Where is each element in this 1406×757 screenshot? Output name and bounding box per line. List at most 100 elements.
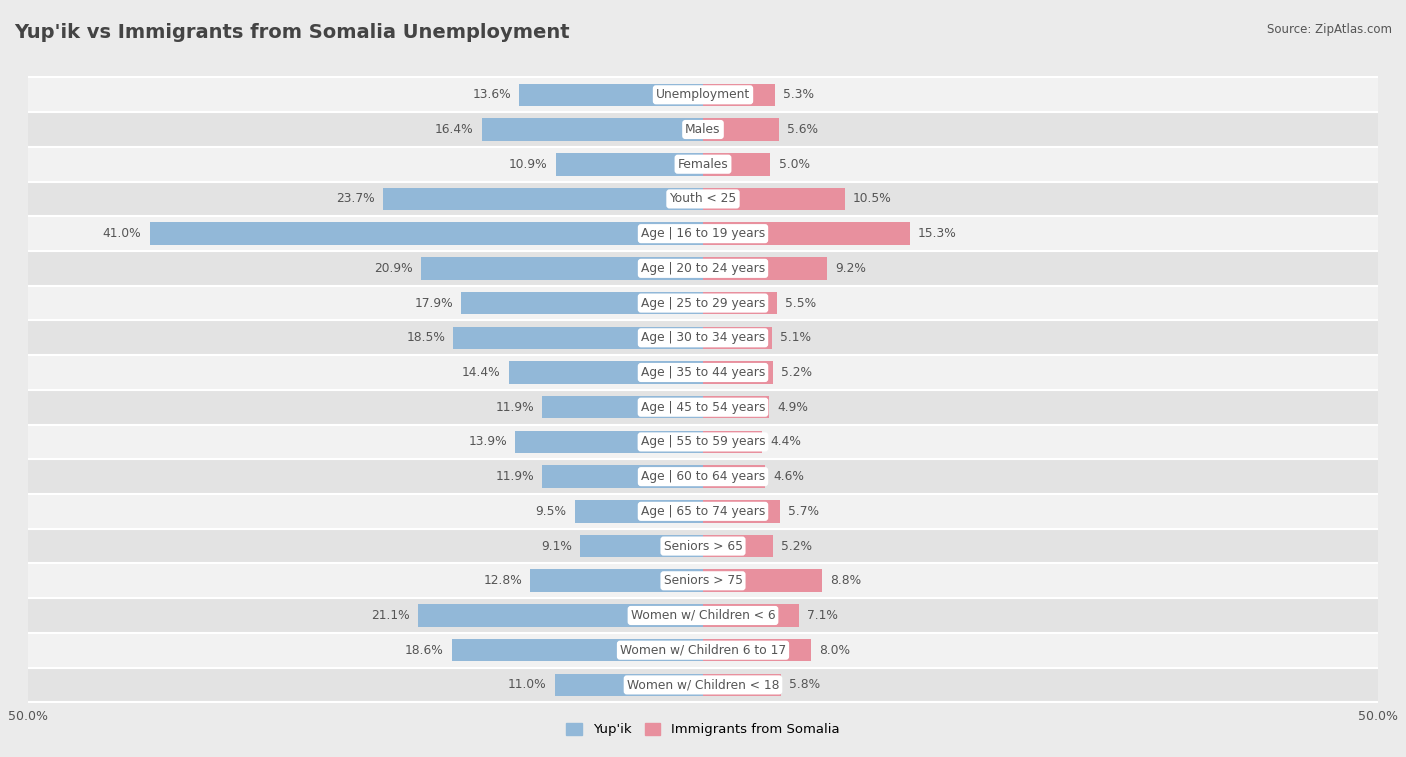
Bar <box>555 153 703 176</box>
Text: 10.5%: 10.5% <box>853 192 891 205</box>
Bar <box>28 77 1378 112</box>
Text: 13.6%: 13.6% <box>472 89 512 101</box>
Text: Age | 16 to 19 years: Age | 16 to 19 years <box>641 227 765 240</box>
Text: 10.9%: 10.9% <box>509 157 548 171</box>
Text: Age | 25 to 29 years: Age | 25 to 29 years <box>641 297 765 310</box>
Bar <box>575 500 703 522</box>
Text: 14.4%: 14.4% <box>463 366 501 379</box>
Text: 12.8%: 12.8% <box>484 575 522 587</box>
Text: 5.6%: 5.6% <box>787 123 818 136</box>
Text: 41.0%: 41.0% <box>103 227 142 240</box>
Text: 7.1%: 7.1% <box>807 609 838 622</box>
Bar <box>28 528 1378 563</box>
Text: 15.3%: 15.3% <box>918 227 956 240</box>
Bar <box>554 674 703 696</box>
Bar <box>516 431 703 453</box>
Text: Women w/ Children < 18: Women w/ Children < 18 <box>627 678 779 691</box>
Bar <box>703 223 910 245</box>
Bar <box>703 153 770 176</box>
Bar <box>28 182 1378 217</box>
Bar <box>543 466 703 488</box>
Text: 13.9%: 13.9% <box>468 435 508 448</box>
Bar <box>703 639 811 662</box>
Legend: Yup'ik, Immigrants from Somalia: Yup'ik, Immigrants from Somalia <box>561 718 845 741</box>
Text: Youth < 25: Youth < 25 <box>669 192 737 205</box>
Text: 18.6%: 18.6% <box>405 643 444 657</box>
Text: 5.0%: 5.0% <box>779 157 810 171</box>
Text: 18.5%: 18.5% <box>406 332 446 344</box>
Text: 5.2%: 5.2% <box>782 540 813 553</box>
Text: 9.2%: 9.2% <box>835 262 866 275</box>
Bar <box>382 188 703 210</box>
Text: 5.3%: 5.3% <box>783 89 814 101</box>
Bar <box>703 466 765 488</box>
Text: 23.7%: 23.7% <box>336 192 375 205</box>
Text: 5.1%: 5.1% <box>780 332 811 344</box>
Text: Unemployment: Unemployment <box>655 89 751 101</box>
Text: 5.5%: 5.5% <box>786 297 817 310</box>
Bar <box>703 188 845 210</box>
Text: Women w/ Children < 6: Women w/ Children < 6 <box>631 609 775 622</box>
Bar <box>28 668 1378 702</box>
Bar <box>28 598 1378 633</box>
Bar <box>703 83 775 106</box>
Bar <box>703 534 773 557</box>
Bar <box>461 291 703 314</box>
Text: 5.2%: 5.2% <box>782 366 813 379</box>
Text: 11.0%: 11.0% <box>508 678 547 691</box>
Bar <box>703 291 778 314</box>
Bar <box>581 534 703 557</box>
Bar <box>530 569 703 592</box>
Text: Age | 30 to 34 years: Age | 30 to 34 years <box>641 332 765 344</box>
Bar <box>703 326 772 349</box>
Text: Age | 60 to 64 years: Age | 60 to 64 years <box>641 470 765 483</box>
Bar <box>28 320 1378 355</box>
Text: Females: Females <box>678 157 728 171</box>
Text: 4.6%: 4.6% <box>773 470 804 483</box>
Bar <box>482 118 703 141</box>
Text: 16.4%: 16.4% <box>434 123 474 136</box>
Bar <box>28 147 1378 182</box>
Bar <box>28 217 1378 251</box>
Bar <box>543 396 703 419</box>
Text: 11.9%: 11.9% <box>496 400 534 414</box>
Bar <box>28 112 1378 147</box>
Text: 5.8%: 5.8% <box>789 678 821 691</box>
Text: 9.1%: 9.1% <box>541 540 572 553</box>
Bar <box>703 674 782 696</box>
Bar <box>703 431 762 453</box>
Text: Women w/ Children 6 to 17: Women w/ Children 6 to 17 <box>620 643 786 657</box>
Bar <box>509 361 703 384</box>
Bar <box>519 83 703 106</box>
Text: Yup'ik vs Immigrants from Somalia Unemployment: Yup'ik vs Immigrants from Somalia Unempl… <box>14 23 569 42</box>
Bar <box>28 633 1378 668</box>
Bar <box>703 396 769 419</box>
Bar <box>703 257 827 279</box>
Text: 21.1%: 21.1% <box>371 609 411 622</box>
Text: 8.8%: 8.8% <box>830 575 860 587</box>
Text: Source: ZipAtlas.com: Source: ZipAtlas.com <box>1267 23 1392 36</box>
Bar <box>28 563 1378 598</box>
Text: Age | 20 to 24 years: Age | 20 to 24 years <box>641 262 765 275</box>
Bar <box>149 223 703 245</box>
Bar <box>28 494 1378 528</box>
Text: 20.9%: 20.9% <box>374 262 413 275</box>
Bar <box>28 425 1378 459</box>
Bar <box>28 390 1378 425</box>
Bar <box>453 326 703 349</box>
Text: Males: Males <box>685 123 721 136</box>
Text: Age | 55 to 59 years: Age | 55 to 59 years <box>641 435 765 448</box>
Text: 8.0%: 8.0% <box>820 643 851 657</box>
Bar <box>703 604 799 627</box>
Bar <box>703 569 821 592</box>
Bar <box>703 118 779 141</box>
Bar <box>420 257 703 279</box>
Text: 11.9%: 11.9% <box>496 470 534 483</box>
Bar <box>28 285 1378 320</box>
Bar <box>28 251 1378 285</box>
Bar <box>418 604 703 627</box>
Text: 17.9%: 17.9% <box>415 297 453 310</box>
Bar <box>451 639 703 662</box>
Bar <box>703 500 780 522</box>
Text: Age | 45 to 54 years: Age | 45 to 54 years <box>641 400 765 414</box>
